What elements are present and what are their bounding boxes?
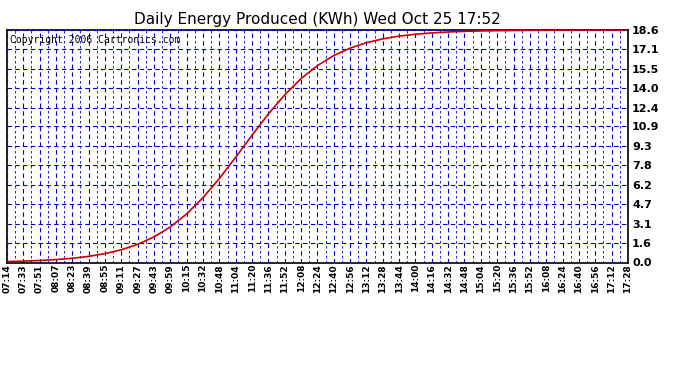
Title: Daily Energy Produced (KWh) Wed Oct 25 17:52: Daily Energy Produced (KWh) Wed Oct 25 1… — [134, 12, 501, 27]
Text: Copyright 2006 Cartronics.com: Copyright 2006 Cartronics.com — [10, 34, 180, 45]
